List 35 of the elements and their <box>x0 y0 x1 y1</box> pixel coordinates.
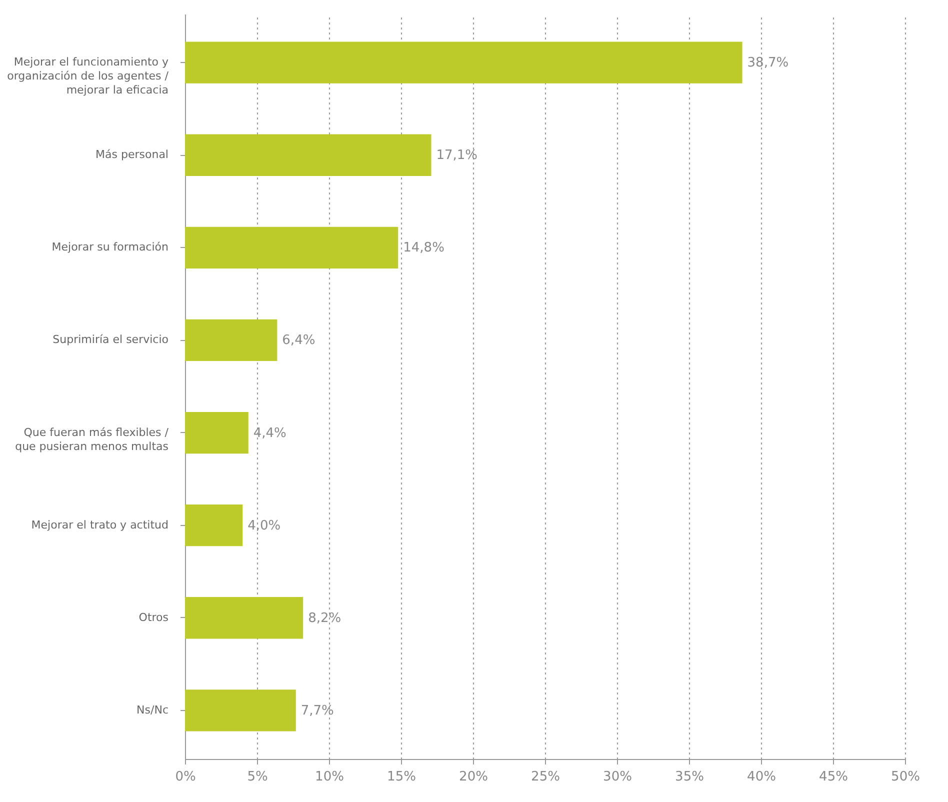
bar <box>185 504 243 546</box>
data-label: 14,8% <box>403 240 444 256</box>
x-tick-label: 15% <box>387 770 416 784</box>
x-tick-label: 45% <box>819 770 848 784</box>
y-tick-label: Mejorar su formación <box>52 240 169 254</box>
data-label: 8,2% <box>308 610 342 626</box>
y-tick-label: Suprimiría el servicio <box>52 333 169 346</box>
bar <box>185 319 278 362</box>
x-tick-label: 0% <box>175 770 196 784</box>
y-tick-label: Mejorar el funcionamiento y organización de los agentes / mejorar la eficacia <box>7 56 169 97</box>
x-tick-label: 10% <box>315 770 344 784</box>
x-tick-label: 25% <box>531 770 560 784</box>
x-tick-label: 20% <box>459 770 488 784</box>
x-tick-label: 50% <box>891 770 920 784</box>
data-label: 4,0% <box>248 518 281 534</box>
data-label: 17,1% <box>436 148 478 164</box>
x-tick-label: 40% <box>747 770 776 784</box>
data-label: 4,4% <box>253 426 286 441</box>
bar <box>185 597 304 639</box>
bar <box>185 412 248 454</box>
y-tick-label: Ns/Nc <box>136 703 168 716</box>
y-tick-label: Otros <box>138 610 169 624</box>
y-tick-label: Mejorar el trato y actitud <box>31 518 168 532</box>
data-label: 6,4% <box>282 333 316 348</box>
bar <box>185 134 432 176</box>
y-tick-label: Que fueran más flexibles / que pusieran menos multas <box>15 426 169 453</box>
data-label: 38,7% <box>747 56 789 71</box>
x-tick-label: 5% <box>247 770 268 784</box>
x-tick-label: 30% <box>603 770 632 784</box>
bar <box>185 690 296 732</box>
y-tick-label: Más personal <box>96 148 168 162</box>
data-label: 7,7% <box>300 703 334 718</box>
x-tick-label: 35% <box>675 770 704 784</box>
bar <box>185 42 742 84</box>
bar <box>185 226 398 269</box>
